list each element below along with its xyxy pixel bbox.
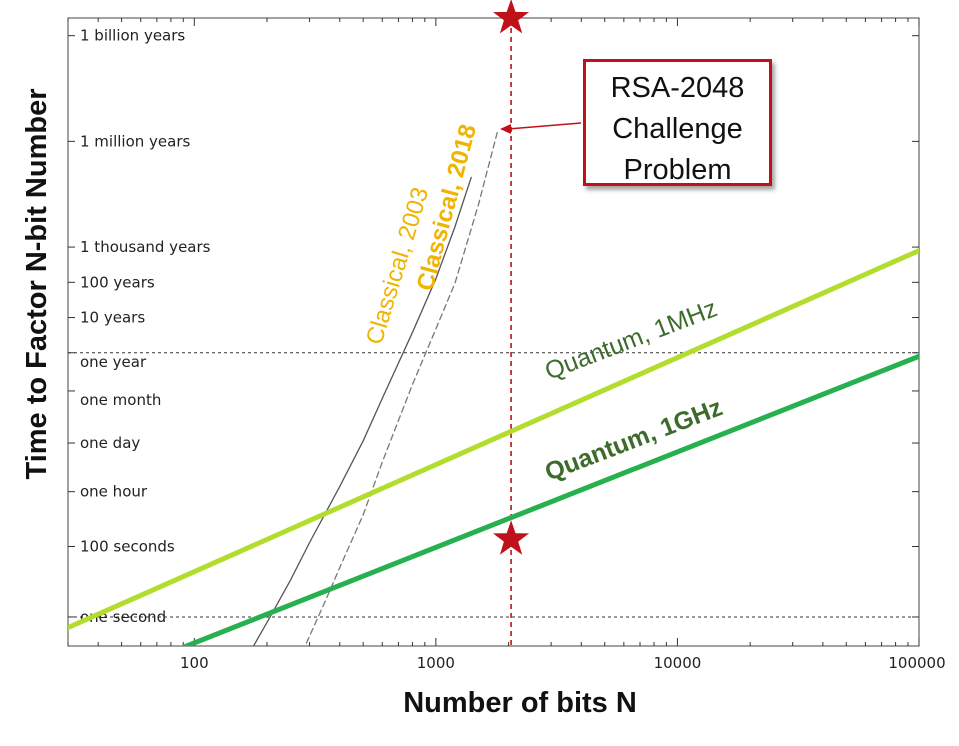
- rsa-callout-line-2: Challenge: [612, 113, 743, 145]
- star-marker-0: [493, 520, 530, 555]
- y-tick-label: 100 seconds: [80, 538, 175, 556]
- x-tick-label: 10000: [654, 654, 702, 672]
- series-line-classical-2003: [252, 176, 472, 646]
- rsa-callout: RSA-2048 Challenge Problem: [583, 59, 772, 186]
- series-line-quantum-1mhz: [68, 248, 919, 631]
- y-axis-ticks: 1 billion years 1 million years 1 thousand…: [68, 27, 919, 626]
- series-layer: [68, 130, 919, 646]
- plot-frame: [67, 17, 920, 647]
- y-tick-label: one day: [80, 434, 140, 452]
- y-tick-label: 100 years: [80, 273, 155, 291]
- callout-arrowhead: [500, 124, 511, 134]
- y-tick-label: 1 billion years: [80, 27, 185, 45]
- x-tick-label: 1000: [417, 654, 455, 672]
- rsa-callout-line-1: RSA-2048: [610, 72, 745, 104]
- x-axis-ticks: 100 1000 10000 100000: [67, 18, 946, 672]
- x-axis-title: Number of bits N: [403, 687, 637, 719]
- reference-lines: [68, 10, 919, 646]
- y-tick-label: one year: [80, 353, 147, 371]
- y-axis-title: Time to Factor N-bit Number: [21, 89, 53, 480]
- y-tick-label: 10 years: [80, 309, 145, 327]
- series-line-quantum-1ghz: [179, 353, 919, 646]
- y-tick-label: one hour: [80, 483, 148, 501]
- y-tick-label: 1 million years: [80, 132, 191, 150]
- label-quantum-1mhz: Quantum, 1MHz: [541, 294, 721, 385]
- star-marker-1: [493, 0, 530, 34]
- rsa-callout-line-3: Problem: [623, 154, 732, 186]
- callout-arrow: [507, 122, 582, 130]
- x-tick-label: 100: [180, 654, 209, 672]
- y-tick-label: one month: [80, 391, 161, 409]
- y-tick-label: 1 thousand years: [80, 238, 211, 256]
- x-tick-label: 100000: [888, 654, 945, 672]
- marker-layer: [493, 0, 530, 555]
- series-line-classical-2018: [304, 130, 499, 646]
